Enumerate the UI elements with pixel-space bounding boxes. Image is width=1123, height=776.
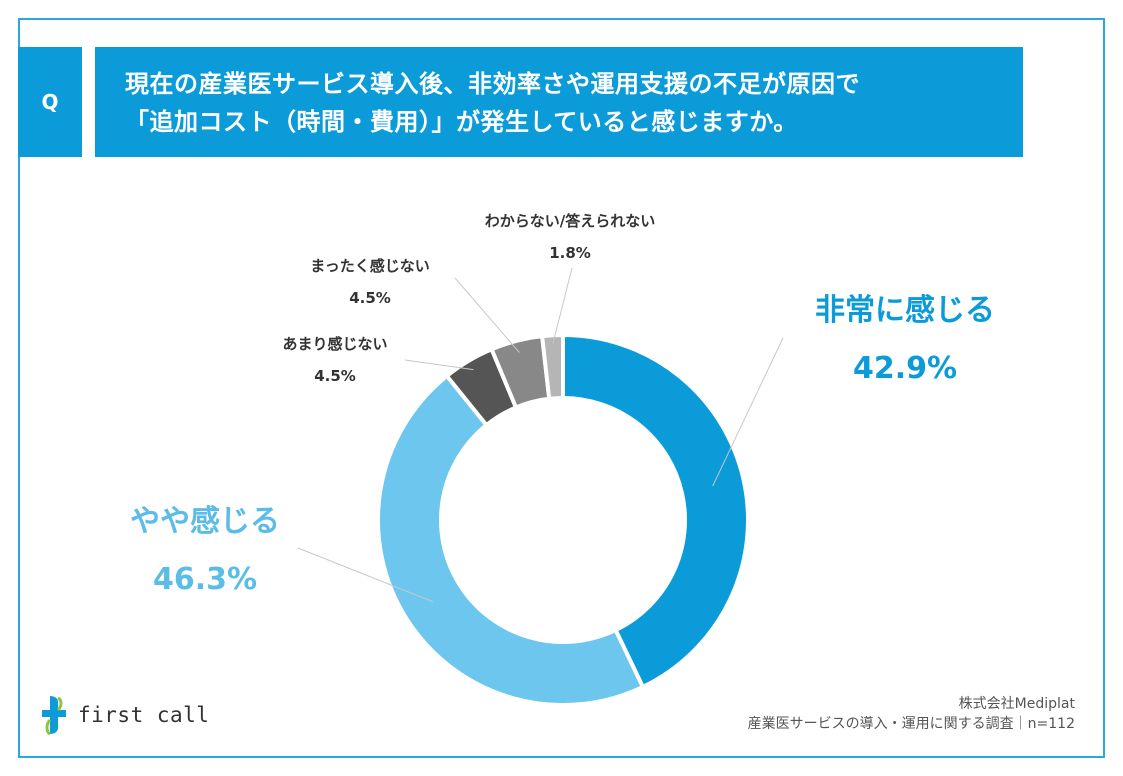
label-slice-not-at-all-name: まったく感じない <box>310 257 430 275</box>
label-slice-not-at-all-value: 4.5% <box>349 289 391 307</box>
question-badge: Q <box>18 47 82 157</box>
first-call-logo: first call <box>40 694 209 736</box>
question-banner: 現在の産業医サービス導入後、非効率さや運用支援の不足が原因で 「追加コスト（時間… <box>95 47 1023 157</box>
question-line-1: 現在の産業医サービス導入後、非効率さや運用支援の不足が原因で <box>125 70 860 98</box>
label-slice-not-much-name: あまり感じない <box>282 335 388 353</box>
label-slice-somewhat-value: 46.3% <box>152 562 258 597</box>
label-slice-not-much: あまり感じない 4.5% <box>245 328 425 392</box>
footer-company: 株式会社Mediplat <box>958 696 1075 712</box>
slice-very <box>561 332 750 690</box>
label-slice-unknown-name: わからない/答えられない <box>484 212 656 230</box>
label-slice-unknown: わからない/答えられない 1.8% <box>440 205 700 269</box>
footer-survey: 産業医サービスの導入・運用に関する調査｜n=112 <box>747 716 1075 732</box>
label-slice-somewhat-name: やや感じる <box>130 504 280 539</box>
footer-credit: 株式会社Mediplat 産業医サービスの導入・運用に関する調査｜n=112 <box>748 694 1075 734</box>
label-slice-unknown-value: 1.8% <box>549 244 591 262</box>
leader-line-slice-not-at-all <box>454 277 520 353</box>
label-slice-not-at-all: まったく感じない 4.5% <box>270 250 470 314</box>
leader-line-slice-unknown <box>552 267 573 344</box>
label-slice-not-much-value: 4.5% <box>314 367 356 385</box>
first-call-cross-icon <box>42 696 66 736</box>
label-slice-very-name: 非常に感じる <box>815 293 995 328</box>
leader-line-slice-very <box>712 337 784 487</box>
logo-text: first call <box>78 703 210 727</box>
leader-line-slice-somewhat <box>297 547 434 603</box>
label-slice-very-value: 42.9% <box>852 351 958 386</box>
outer-frame <box>18 18 1105 758</box>
label-slice-somewhat: やや感じる 46.3% <box>85 493 325 609</box>
label-slice-very: 非常に感じる 42.9% <box>785 282 1025 398</box>
slice-unknown <box>539 332 565 401</box>
question-line-2: 「追加コスト（時間・費用）」が発生していると感じますか。 <box>125 108 798 136</box>
slice-somewhat <box>376 373 646 707</box>
question-badge-text: Q <box>41 90 59 114</box>
leader-line-slice-not-much <box>404 359 474 371</box>
